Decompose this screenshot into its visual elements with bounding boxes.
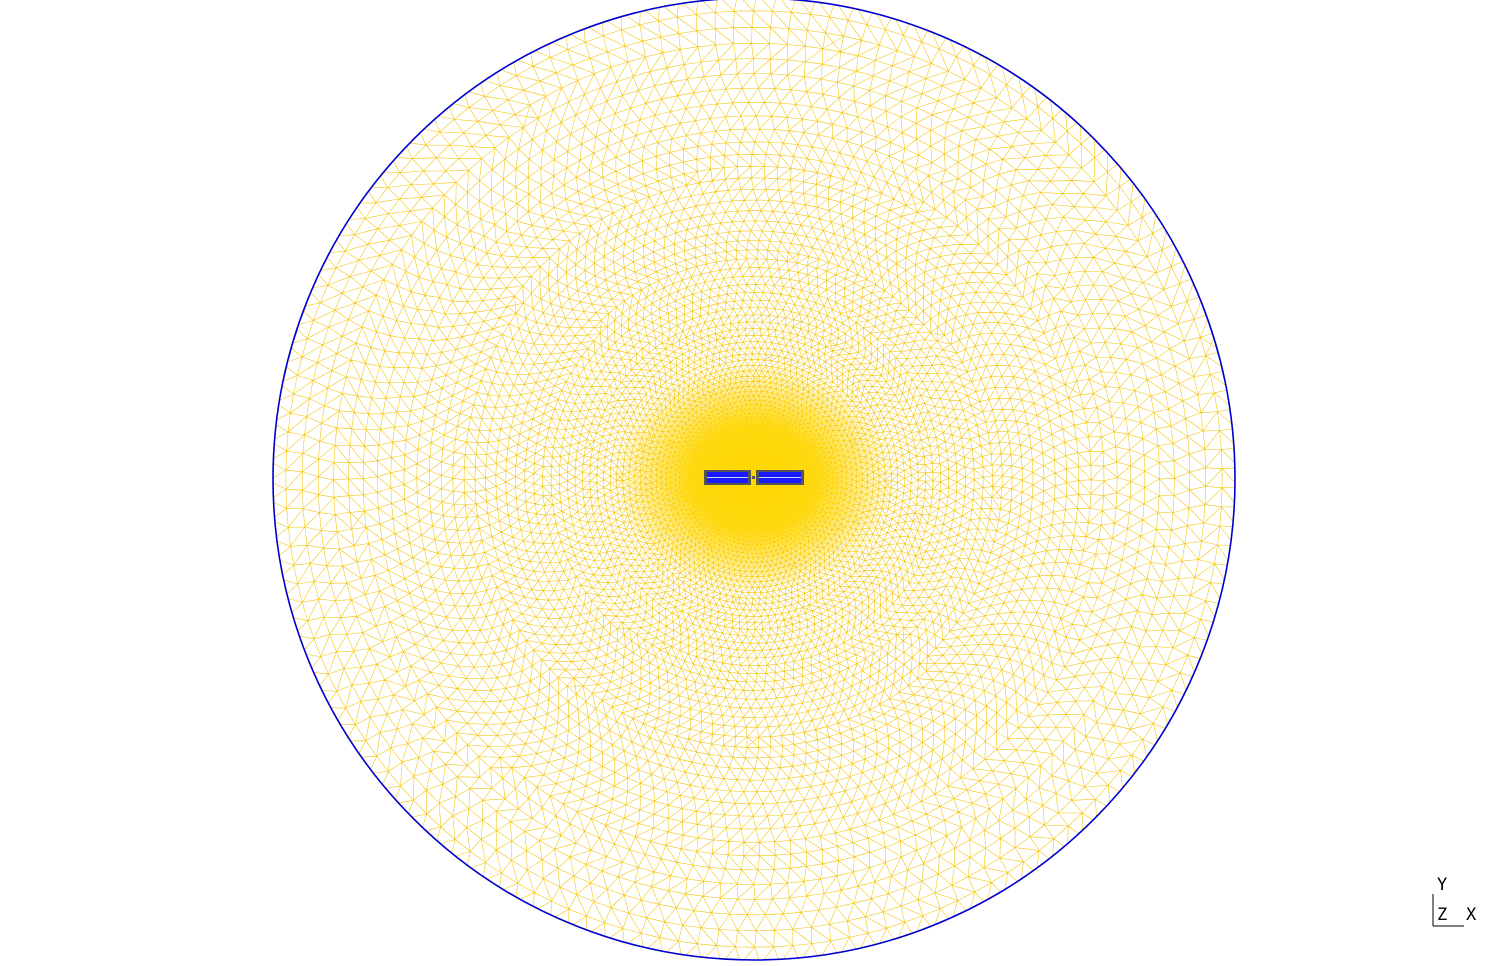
x-axis-label: X [1466, 905, 1477, 925]
gap-marker [752, 476, 755, 479]
z-axis-label: Z [1437, 905, 1448, 925]
axis-triad: Y Z X [1426, 874, 1476, 930]
outer-boundary-circle [272, 0, 1236, 961]
left-conductor [704, 470, 751, 485]
y-axis-label: Y [1437, 875, 1448, 895]
axis-triad-lines [1432, 894, 1464, 927]
conductor-pair [704, 470, 804, 485]
right-conductor [756, 470, 804, 485]
